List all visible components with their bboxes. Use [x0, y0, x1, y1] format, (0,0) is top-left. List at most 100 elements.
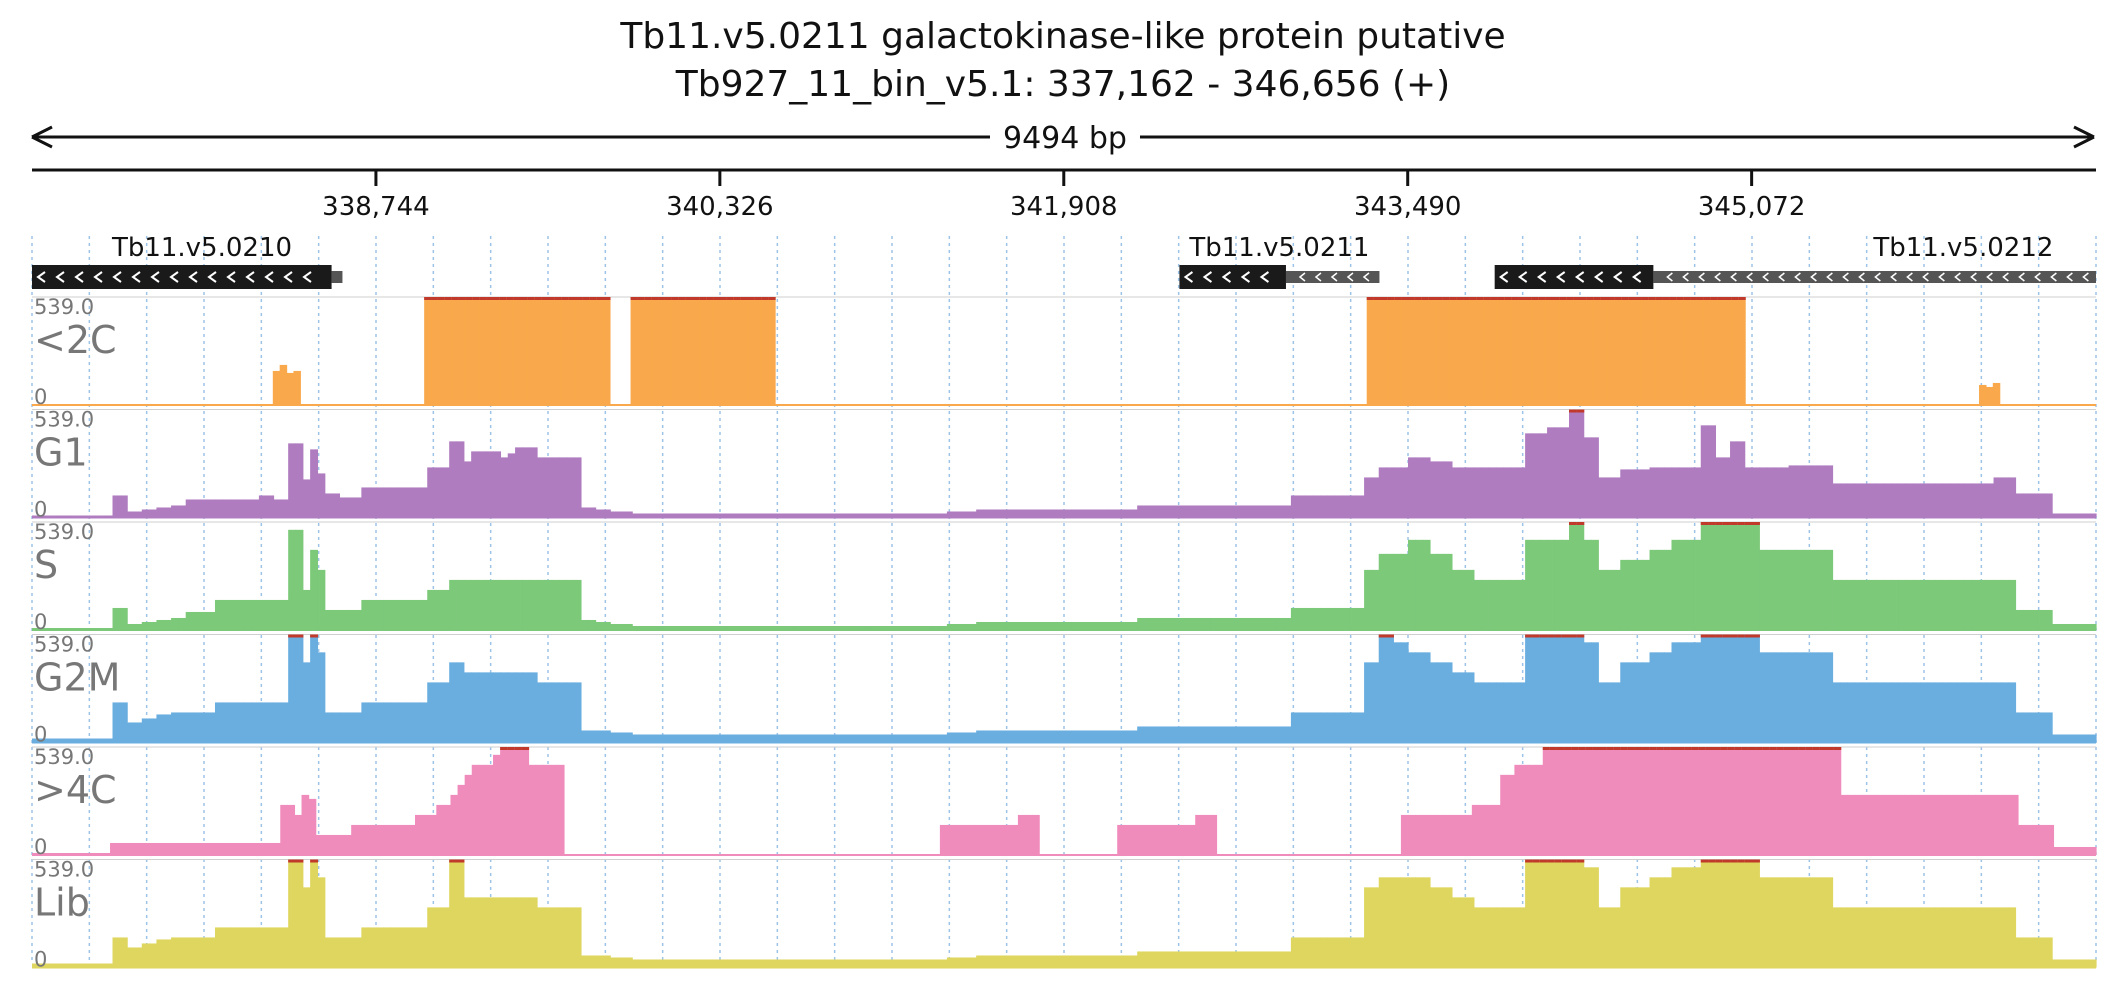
coverage-bar	[998, 621, 1007, 630]
coverage-bar	[180, 842, 189, 855]
coverage-bar	[1510, 907, 1519, 968]
coverage-bar	[1883, 907, 1892, 968]
coverage-bar	[2044, 937, 2053, 968]
coverage-bar	[678, 297, 687, 405]
gene-strand-arrow	[55, 271, 65, 283]
coverage-bar	[1542, 747, 1551, 855]
coverage-bar	[785, 625, 794, 630]
clip-marker	[1421, 297, 1430, 300]
coverage-bar	[1476, 297, 1485, 405]
coverage-bar	[1678, 539, 1687, 630]
clip-marker	[458, 297, 467, 300]
coverage-bar	[163, 619, 172, 630]
coverage-bar	[1217, 726, 1226, 743]
coverage-bar	[1613, 747, 1622, 855]
coverage-bar	[244, 842, 253, 855]
coverage-bar	[427, 467, 436, 518]
coverage-bar	[1662, 297, 1671, 405]
clip-marker	[1690, 297, 1698, 300]
coverage-bar	[1947, 794, 1955, 855]
coverage-bar	[1451, 569, 1460, 630]
coverage-bar	[332, 609, 341, 630]
coverage-bar	[1840, 794, 1849, 855]
coverage-bar	[1159, 726, 1168, 743]
y-min-label: 0	[34, 723, 47, 747]
coverage-bar	[1517, 682, 1526, 743]
coverage-bar	[272, 370, 281, 405]
coverage-bar	[2015, 937, 2024, 968]
coverage-bar	[1798, 747, 1806, 855]
coverage-bar	[566, 907, 575, 968]
coverage-bar	[376, 599, 384, 630]
coverage-bar	[917, 734, 926, 743]
coverage-bar	[1620, 662, 1629, 743]
coverage-bar	[1521, 764, 1530, 855]
clip-marker	[1752, 634, 1760, 638]
clip-marker	[575, 297, 583, 300]
coverage-bar	[1254, 726, 1263, 743]
coverage-bar	[1488, 907, 1497, 968]
coverage-bar	[771, 625, 780, 630]
coverage-bar	[544, 579, 553, 630]
coverage-bar	[339, 497, 348, 518]
coverage-bar	[1744, 634, 1753, 743]
coverage-bar	[295, 859, 304, 968]
gene-strand-arrow	[302, 271, 312, 283]
clip-marker	[726, 297, 735, 300]
clip-marker	[1542, 747, 1551, 750]
coverage-bar	[637, 297, 645, 405]
coverage-bar	[668, 734, 677, 743]
coverage-bar	[1839, 483, 1848, 518]
clip-marker	[486, 297, 494, 300]
coverage-bar	[1696, 297, 1705, 405]
coverage-bar	[1049, 955, 1058, 968]
coverage-bar	[2081, 513, 2090, 518]
coverage-bar	[551, 579, 560, 630]
coverage-bar	[1122, 621, 1131, 630]
coverage-bar	[566, 457, 575, 518]
coverage-bar	[1861, 579, 1870, 630]
coverage-bar	[654, 625, 663, 630]
coverage-bar	[1378, 877, 1387, 968]
coverage-bar	[639, 625, 648, 630]
clip-marker	[1538, 297, 1547, 300]
coverage-bar	[193, 937, 201, 968]
coverage-bar	[1188, 617, 1197, 630]
coverage-bar	[1356, 712, 1365, 743]
coverage-bar	[705, 513, 714, 518]
coverage-bar	[1825, 549, 1834, 630]
coverage-bar	[1129, 509, 1138, 518]
coverage-bar	[1517, 579, 1526, 630]
coverage-bar	[379, 824, 388, 855]
coverage-bar	[32, 852, 40, 855]
coverage-bar	[1202, 814, 1211, 855]
clip-marker	[1561, 634, 1570, 638]
coverage-bar	[244, 927, 253, 968]
clip-marker	[1634, 747, 1643, 750]
coverage-bar	[866, 959, 875, 968]
coverage-bar	[720, 297, 728, 405]
coverage-bar	[1531, 297, 1540, 405]
coverage-bar	[793, 513, 802, 518]
coverage-bar	[1298, 495, 1307, 518]
clip-marker	[1670, 747, 1679, 750]
coverage-bar	[1464, 814, 1473, 855]
coverage-bar	[1437, 662, 1446, 743]
coverage-bar	[1748, 747, 1757, 855]
coverage-bar	[1847, 907, 1856, 968]
coverage-bar	[881, 513, 889, 518]
clip-marker	[554, 297, 563, 300]
coverage-bar	[954, 957, 963, 968]
coverage-bar	[1032, 814, 1040, 855]
coverage-bar	[1720, 747, 1728, 855]
coverage-bar	[478, 672, 487, 743]
coverage-bar	[1342, 937, 1351, 968]
coverage-bar	[463, 897, 472, 968]
coverage-bar	[83, 627, 92, 630]
coverage-bar	[1422, 457, 1431, 518]
coverage-bar	[910, 625, 919, 630]
coverage-bar	[632, 625, 641, 630]
coverage-bar	[1727, 747, 1735, 855]
coverage-bar	[1497, 297, 1505, 405]
coverage-bar	[602, 621, 611, 630]
